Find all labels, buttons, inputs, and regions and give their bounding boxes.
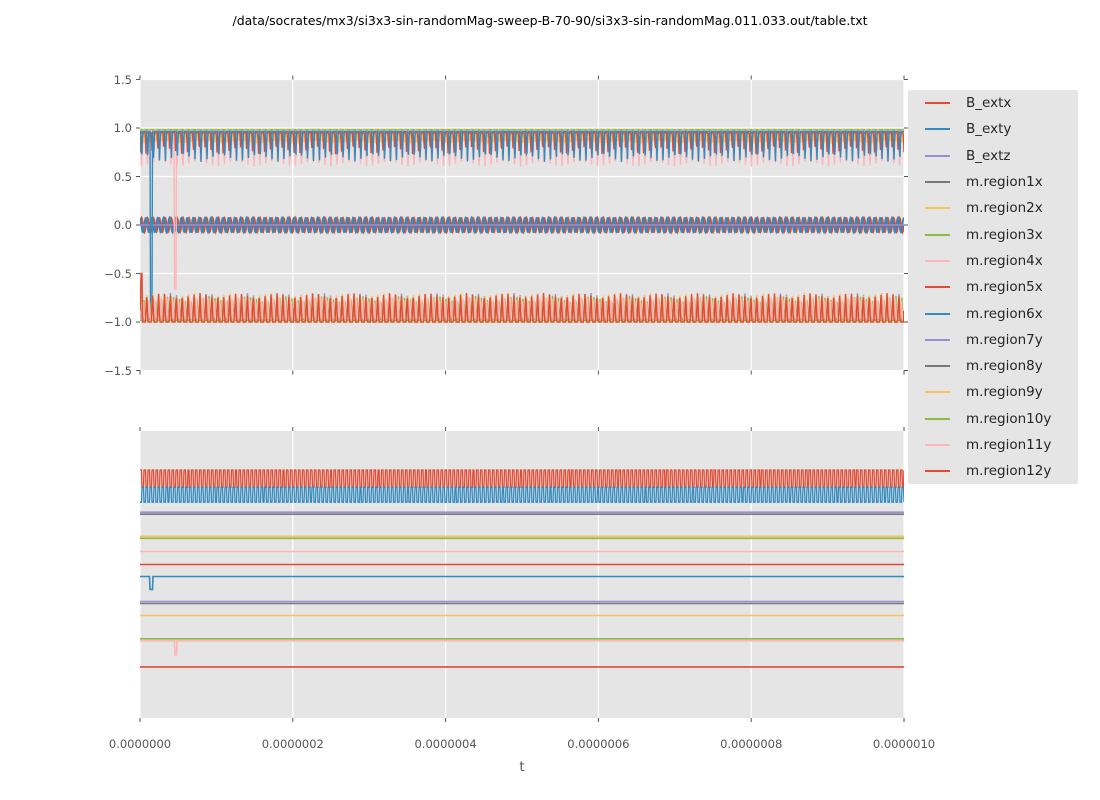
- legend-swatch-line: [925, 259, 950, 262]
- x-tick-label: 0.0000008: [720, 737, 783, 751]
- legend-swatch-line: [925, 470, 950, 473]
- legend-swatch-line: [925, 365, 950, 368]
- legend-swatch-line: [925, 417, 950, 420]
- series-B_extx: [140, 469, 904, 488]
- legend-swatch-line: [925, 154, 950, 157]
- legend-swatch-line: [925, 181, 950, 184]
- series-m.region11y: [140, 296, 904, 320]
- series-m.region6x: [140, 130, 904, 312]
- legend-swatch-line: [925, 312, 950, 315]
- figure-title: /data/socrates/mx3/si3x3-sin-randomMag-s…: [232, 13, 868, 28]
- legend-item: m.region1x: [908, 169, 1078, 195]
- legend-item: m.region9y: [908, 379, 1078, 405]
- legend-item: B_extz: [908, 143, 1078, 169]
- legend-item-label: m.region8y: [966, 358, 1043, 375]
- legend-swatch-line: [925, 233, 950, 236]
- legend-swatch-line: [925, 102, 950, 105]
- legend: B_extx B_exty B_extz m.region1x m.region2x m.…: [908, 90, 1078, 485]
- series-m.region12y: [140, 272, 904, 323]
- y-tick-label: −0.5: [104, 266, 132, 281]
- legend-item-label: B_extz: [966, 147, 1011, 164]
- legend-item: m.region10y: [908, 406, 1078, 432]
- legend-item: m.region8y: [908, 353, 1078, 379]
- x-tick-label: 0.0000000: [108, 737, 172, 751]
- legend-item: B_extx: [908, 90, 1078, 116]
- legend-item-label: m.region6x: [966, 305, 1043, 322]
- legend-swatch-line: [925, 286, 950, 289]
- legend-item: m.region4x: [908, 248, 1078, 274]
- legend-item: m.region5x: [908, 274, 1078, 300]
- series-m.region11y: [140, 640, 904, 656]
- legend-item-label: m.region4x: [966, 252, 1043, 269]
- y-tick-label: 1.0: [113, 121, 132, 135]
- legend-item: m.region3x: [908, 221, 1078, 247]
- x-tick-label: 0.0000010: [872, 737, 936, 751]
- y-tick-label: 0.0: [113, 218, 132, 232]
- y-tick-label: 0.5: [113, 169, 132, 184]
- legend-item-label: B_exty: [966, 121, 1012, 138]
- legend-swatch-line: [925, 338, 950, 341]
- legend-swatch-line: [925, 391, 950, 394]
- x-tick-label: 0.0000002: [261, 737, 324, 751]
- x-tick-label: 0.0000004: [414, 737, 477, 751]
- legend-swatch-line: [925, 444, 950, 446]
- legend-item-label: m.region3x: [966, 226, 1043, 243]
- y-tick-label: −1.5: [104, 363, 132, 378]
- legend-swatch-line: [925, 128, 950, 131]
- x-axis-label: t: [519, 759, 525, 775]
- series-B_exty: [140, 486, 904, 503]
- legend-item-label: m.region9y: [966, 384, 1043, 401]
- legend-item-label: m.region1x: [966, 174, 1043, 191]
- legend-item-label: B_extx: [966, 95, 1012, 112]
- legend-item-label: m.region12y: [966, 463, 1052, 480]
- legend-item-label: m.region11y: [966, 437, 1052, 453]
- legend-swatch-line: [925, 207, 950, 210]
- legend-item-label: m.region7y: [966, 331, 1043, 348]
- top-subplot: [136, 75, 908, 375]
- legend-item-label: m.region2x: [966, 200, 1043, 217]
- x-tick-label: 0.0000006: [567, 737, 630, 751]
- series-m.region6x: [140, 575, 904, 591]
- legend-item: m.region12y: [908, 458, 1078, 484]
- legend-item-label: m.region10y: [966, 410, 1052, 427]
- bottom-subplot: [139, 427, 905, 722]
- y-tick-label: 1.5: [113, 72, 132, 87]
- legend-item: B_exty: [908, 116, 1078, 142]
- legend-item-label: m.region5x: [966, 279, 1043, 296]
- legend-item: m.region2x: [908, 195, 1078, 221]
- series-B_exty: [140, 215, 904, 235]
- legend-item: m.region7y: [908, 327, 1078, 353]
- y-tick-label: −1.0: [104, 315, 132, 329]
- legend-item: m.region6x: [908, 300, 1078, 326]
- legend-item: m.region11y: [908, 432, 1078, 458]
